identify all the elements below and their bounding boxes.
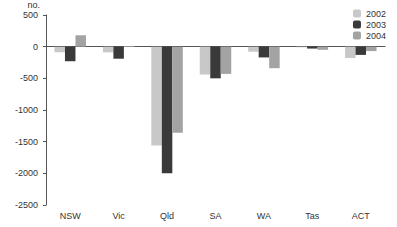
svg-text:-2500: -2500: [15, 200, 38, 210]
svg-text:Tas: Tas: [305, 211, 320, 221]
svg-text:SA: SA: [209, 211, 221, 221]
svg-text:-500: -500: [20, 73, 38, 83]
svg-text:Vic: Vic: [112, 211, 125, 221]
svg-text:-1000: -1000: [15, 105, 38, 115]
svg-text:-2000: -2000: [15, 168, 38, 178]
svg-text:no.: no.: [27, 0, 40, 10]
svg-text:Qld: Qld: [160, 211, 174, 221]
svg-text:2002: 2002: [366, 9, 386, 19]
svg-text:WA: WA: [257, 211, 271, 221]
svg-text:0: 0: [33, 42, 38, 52]
svg-text:2004: 2004: [366, 31, 386, 41]
svg-text:-1500: -1500: [15, 137, 38, 147]
svg-text:NSW: NSW: [60, 211, 82, 221]
svg-text:500: 500: [23, 10, 38, 20]
svg-text:ACT: ACT: [352, 211, 371, 221]
svg-text:2003: 2003: [366, 20, 386, 30]
